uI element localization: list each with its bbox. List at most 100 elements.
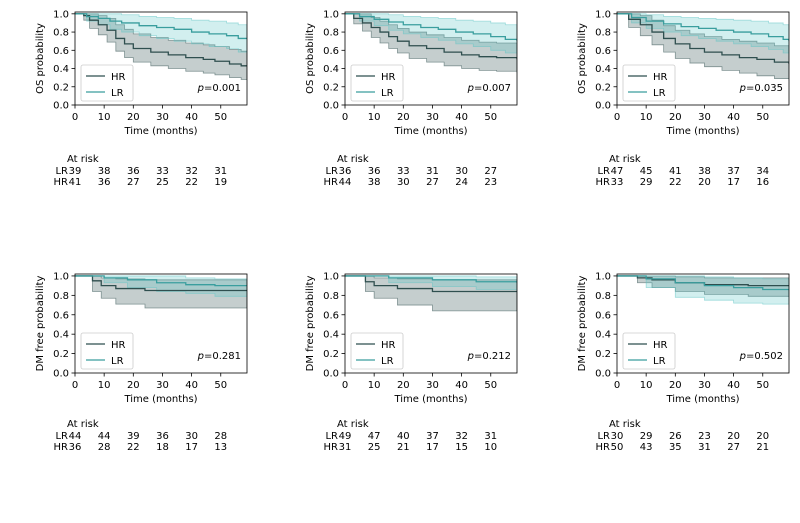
y-axis-label: OS probability	[35, 23, 46, 94]
y-tick-label: 0.0	[323, 369, 339, 380]
y-tick-label: 0.8	[53, 291, 69, 302]
at-risk-count: 37	[426, 431, 439, 442]
ci-band-hr	[345, 13, 517, 74]
at-risk-count: 26	[669, 431, 682, 442]
survival-curve-lr	[617, 275, 789, 291]
ci-band-hr	[345, 275, 517, 312]
x-tick-label: 40	[185, 380, 198, 391]
y-tick-label: 0.6	[53, 310, 69, 321]
y-axis-label: DM free probability	[35, 276, 46, 372]
y-tick-label: 1.0	[53, 9, 69, 20]
at-risk-label: At risk	[67, 419, 99, 430]
p-symbol: p	[197, 351, 204, 362]
p-value-annotation: p=0.001	[197, 83, 241, 94]
at-risk-count: 41	[669, 166, 682, 177]
p-number: =0.281	[204, 351, 241, 362]
y-tick-label: 0.8	[595, 28, 611, 39]
at-risk-count: 29	[640, 177, 653, 188]
at-risk-count: 30	[455, 166, 468, 177]
plot-area	[345, 13, 517, 74]
legend-box	[80, 332, 134, 370]
at-risk-label: At risk	[609, 154, 641, 165]
p-symbol: p	[197, 83, 204, 94]
at-risk-count: 38	[368, 177, 381, 188]
axes-frame	[344, 11, 518, 106]
at-risk-count: 27	[484, 166, 497, 177]
at-risk-count: 41	[69, 177, 82, 188]
x-tick-label: 20	[397, 112, 410, 123]
plot-area	[75, 275, 247, 309]
survival-curve-lr	[75, 275, 247, 287]
at-risk-count: 43	[640, 442, 653, 453]
x-tick-label: 0	[614, 112, 620, 123]
p-value-annotation: p=0.007	[467, 83, 511, 94]
at-risk-count: 36	[156, 431, 169, 442]
plot-area	[75, 13, 247, 80]
axes-frame	[74, 273, 248, 374]
y-tick-label: 0.6	[595, 46, 611, 57]
km-panel-dm3: 0.0 0.2 0.4 0.6 0.8 1.0 0 10 20 30 40 50 Time (month…	[577, 271, 790, 453]
km-panel-os1: 0.0 0.2 0.4 0.6 0.8 1.0 0 10 20 30 40 50 Time (month…	[35, 9, 248, 188]
y-tick-label: 0.4	[323, 330, 339, 341]
x-tick-label: 10	[98, 380, 111, 391]
y-tick-label: 1.0	[595, 271, 611, 282]
survival-curve-lr	[617, 13, 789, 42]
y-axis-label: DM free probability	[577, 276, 588, 372]
legend-label-lr: LR	[381, 88, 394, 99]
x-tick-label: 40	[455, 380, 468, 391]
survival-curve-lr	[345, 13, 517, 42]
x-tick-label: 50	[756, 380, 769, 391]
y-tick-label: 0.0	[53, 101, 69, 112]
y-tick-label: 0.0	[53, 369, 69, 380]
at-risk-count: 17	[727, 177, 740, 188]
x-tick-label: 0	[342, 112, 348, 123]
at-risk-group-lr: LR	[597, 431, 610, 442]
at-risk-group-lr: LR	[55, 166, 68, 177]
at-risk-count: 21	[397, 442, 410, 453]
at-risk-group-hr: HR	[596, 442, 611, 453]
at-risk-count: 31	[214, 166, 227, 177]
x-tick-label: 10	[640, 380, 653, 391]
at-risk-count: 21	[756, 442, 769, 453]
legend-box	[622, 332, 676, 370]
at-risk-count: 16	[756, 177, 769, 188]
at-risk-count: 36	[339, 166, 352, 177]
y-tick-label: 0.4	[53, 330, 69, 341]
survival-curve-lr	[75, 13, 247, 40]
x-tick-label: 0	[72, 112, 78, 123]
axes-frame	[616, 11, 790, 106]
x-tick-label: 10	[98, 112, 111, 123]
x-axis-label: Time (months)	[393, 126, 467, 137]
x-tick-label: 30	[156, 112, 169, 123]
at-risk-count: 15	[455, 442, 468, 453]
legend-label-hr: HR	[653, 340, 668, 351]
plot-area	[617, 275, 789, 305]
x-tick-label: 50	[484, 380, 497, 391]
km-panel-os2: 0.0 0.2 0.4 0.6 0.8 1.0 0 10 20 30 40 50 Time (month…	[305, 9, 518, 188]
at-risk-count: 47	[611, 166, 624, 177]
at-risk-count: 38	[698, 166, 711, 177]
plot-area	[617, 13, 789, 81]
survival-curve-hr	[617, 13, 789, 64]
at-risk-count: 38	[98, 166, 111, 177]
at-risk-count: 23	[484, 177, 497, 188]
at-risk-count: 44	[339, 177, 352, 188]
survival-curve-lr	[345, 275, 517, 283]
ci-band-lr	[345, 13, 517, 56]
at-risk-label: At risk	[67, 154, 99, 165]
at-risk-count: 17	[426, 442, 439, 453]
p-symbol: p	[739, 83, 746, 94]
at-risk-group-lr: LR	[55, 431, 68, 442]
y-tick-label: 0.8	[323, 28, 339, 39]
at-risk-count: 30	[611, 431, 624, 442]
at-risk-count: 33	[397, 166, 410, 177]
x-tick-label: 20	[669, 112, 682, 123]
y-tick-label: 0.0	[595, 101, 611, 112]
at-risk-count: 19	[214, 177, 227, 188]
ci-band-lr	[617, 13, 789, 56]
at-risk-count: 31	[698, 442, 711, 453]
at-risk-label: At risk	[337, 419, 369, 430]
x-tick-label: 30	[426, 112, 439, 123]
y-tick-label: 0.4	[53, 64, 69, 75]
legend-box	[350, 64, 404, 102]
